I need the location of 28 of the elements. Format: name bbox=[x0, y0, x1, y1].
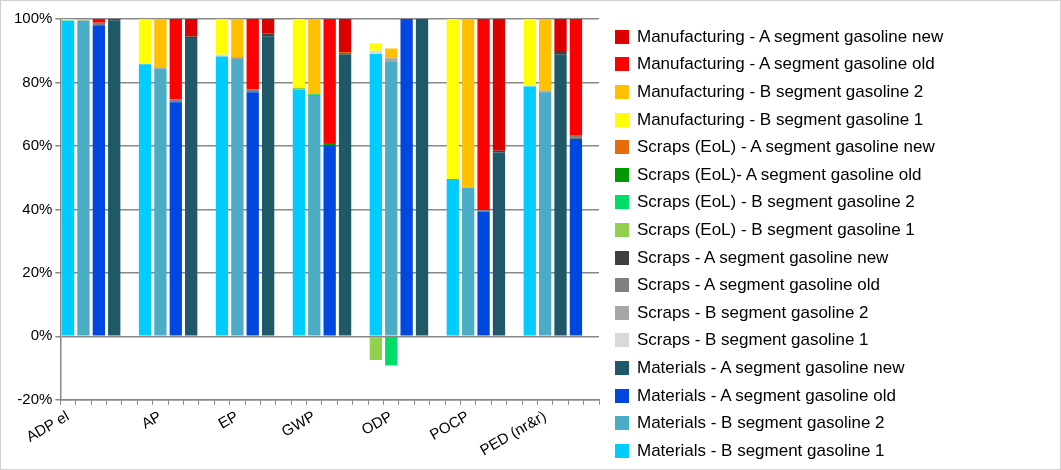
x-tick-label: GWP bbox=[278, 407, 318, 440]
x-tick-label: AP bbox=[138, 407, 164, 432]
y-tick-label: 100% bbox=[13, 9, 53, 27]
x-tick-label: EP bbox=[215, 407, 241, 432]
legend-label: Scraps - A segment gasoline new bbox=[637, 247, 889, 268]
y-tick-label: 0% bbox=[30, 326, 53, 344]
y-tick-label: 20% bbox=[22, 262, 53, 280]
legend-label: Materials - B segment gasoline 1 bbox=[637, 440, 885, 461]
legend-label: Materials - A segment gasoline new bbox=[637, 357, 905, 378]
x-tick-label: ODP bbox=[358, 407, 395, 438]
legend-label: Scraps - B segment gasoline 2 bbox=[637, 302, 869, 323]
legend-label: Scraps - B segment gasoline 1 bbox=[637, 330, 869, 351]
legend-label: Scraps (EoL) - A segment gasoline new bbox=[637, 137, 935, 158]
legend-label: Manufacturing - A segment gasoline new bbox=[637, 26, 944, 47]
legend-label: Materials - B segment gasoline 2 bbox=[637, 413, 885, 434]
y-tick-label: -20% bbox=[17, 389, 53, 407]
legend-label: Scraps - A segment gasoline old bbox=[637, 275, 880, 296]
legend-label: Manufacturing - B segment gasoline 2 bbox=[637, 81, 924, 102]
y-tick-label: 40% bbox=[22, 199, 53, 217]
legend-label: Scraps (EoL)- A segment gasoline old bbox=[637, 164, 922, 185]
legend-label: Scraps (EoL) - B segment gasoline 2 bbox=[637, 192, 915, 213]
x-tick-label: ADP el bbox=[22, 407, 72, 445]
legend-label: Materials - A segment gasoline old bbox=[637, 385, 896, 406]
legend-label: Scraps (EoL) - B segment gasoline 1 bbox=[637, 219, 915, 240]
y-tick-label: 80% bbox=[22, 72, 53, 90]
legend-label: Manufacturing - B segment gasoline 1 bbox=[637, 109, 924, 130]
y-tick-label: 60% bbox=[22, 136, 53, 154]
legend-label: Manufacturing - A segment gasoline old bbox=[637, 54, 935, 75]
